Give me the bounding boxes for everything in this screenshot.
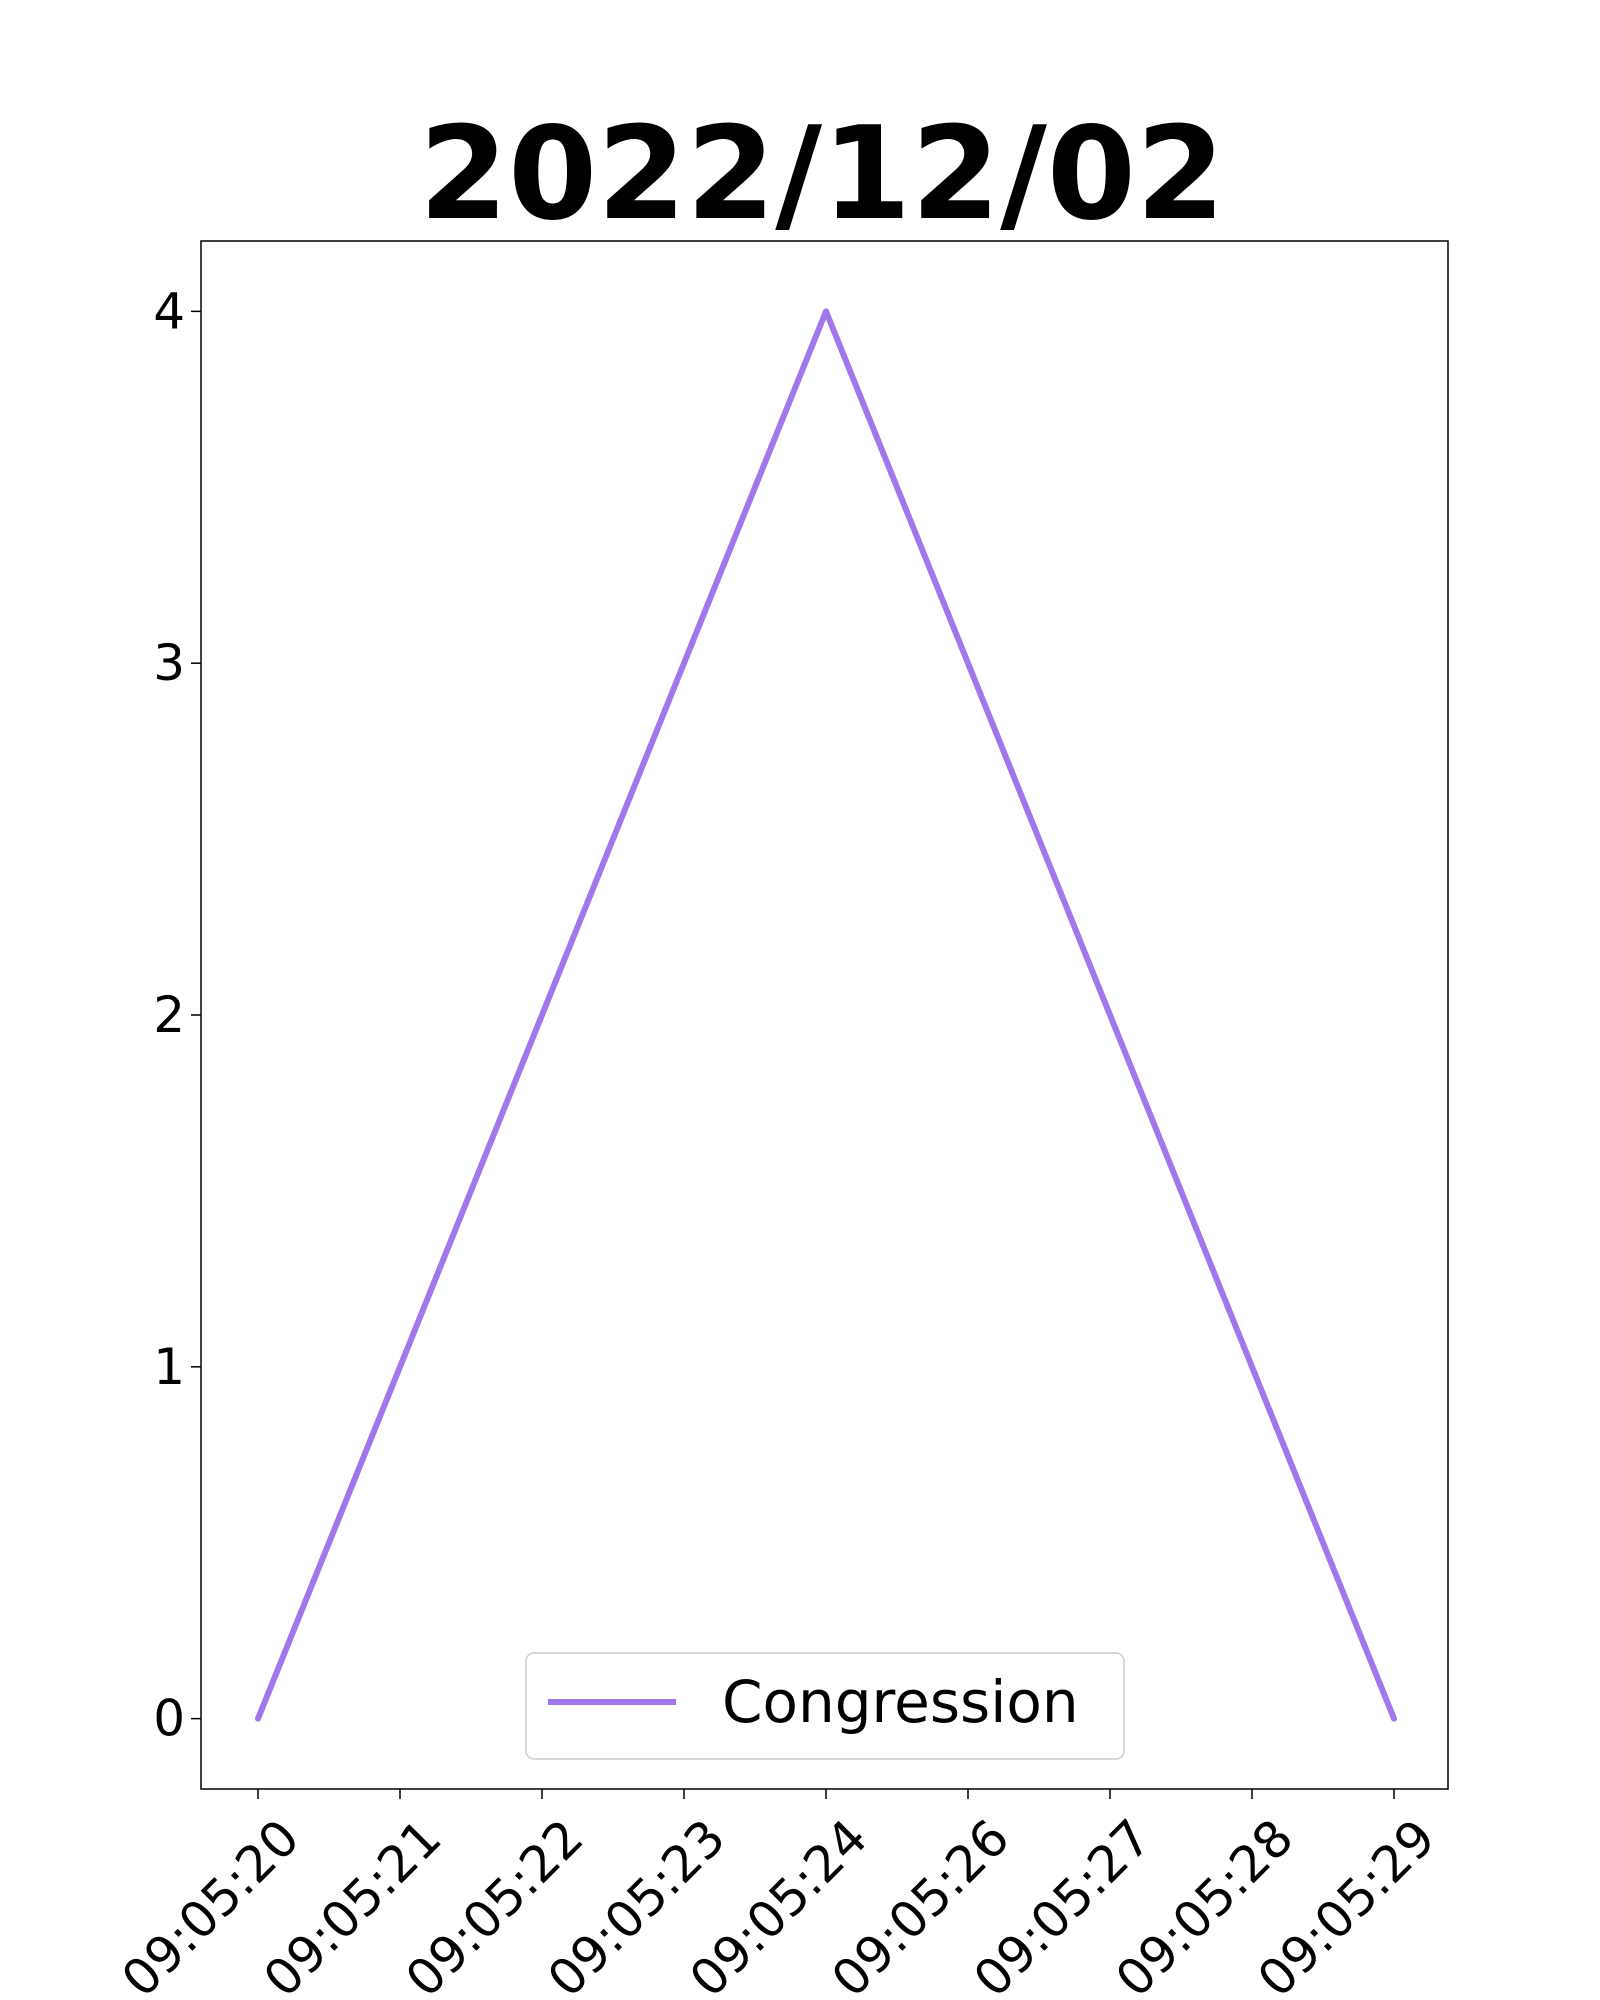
y-tick-label: 0 — [153, 1690, 185, 1748]
y-axis: 0 1 2 3 4 — [153, 282, 201, 1748]
y-tick-label: 3 — [153, 634, 185, 692]
data-point — [255, 1715, 261, 1722]
plot-area — [200, 240, 1449, 1790]
y-tick-label: 2 — [153, 986, 185, 1044]
legend-box — [525, 1652, 1125, 1760]
series-layer — [255, 308, 1397, 1722]
legend: Congression — [525, 1652, 1125, 1760]
data-point — [1391, 1715, 1397, 1722]
chart-title: 2022/12/02 — [419, 100, 1225, 249]
legend-label-congression: Congression — [722, 1668, 1079, 1736]
x-axis: 09:05:2009:05:2109:05:2209:05:2309:05:24… — [111, 1789, 1447, 2000]
y-tick-label: 4 — [153, 282, 185, 340]
data-point — [823, 308, 829, 315]
y-tick-label: 1 — [153, 1338, 185, 1396]
